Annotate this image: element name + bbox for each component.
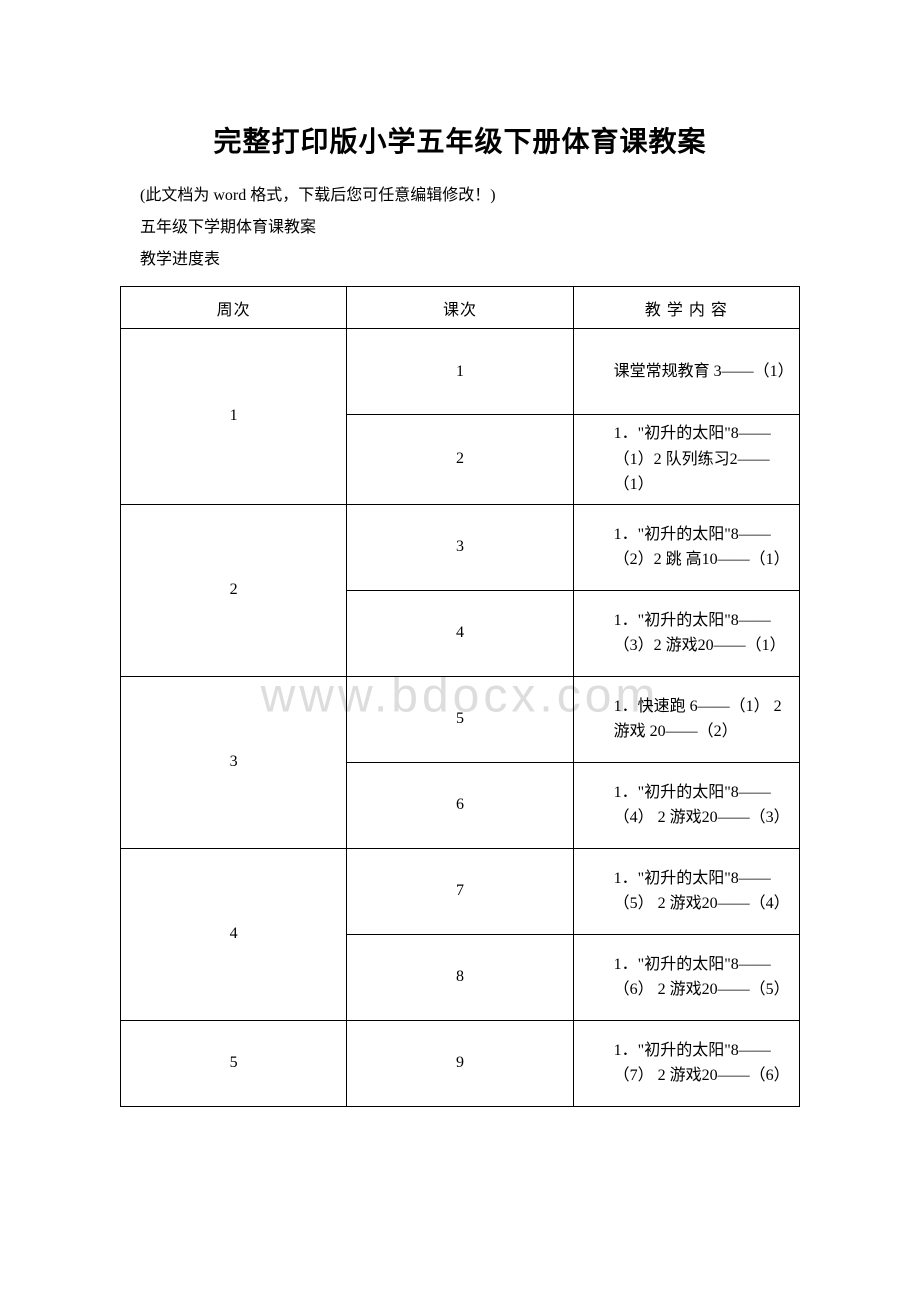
- intro-line-1: (此文档为 word 格式，下载后您可任意编辑修改！): [140, 180, 800, 212]
- week-cell: 3: [121, 676, 347, 848]
- lesson-content-cell: 1．"初升的太阳"8——（5） 2 游戏20——（4）: [573, 848, 799, 934]
- intro-line-3: 教学进度表: [140, 244, 800, 276]
- lesson-content-cell: 1．"初升的太阳"8——（6） 2 游戏20——（5）: [573, 934, 799, 1020]
- week-cell: 1: [121, 329, 347, 505]
- lesson-content-cell: 1．快速跑 6——（1） 2 游戏 20——（2）: [573, 676, 799, 762]
- lesson-number-cell: 4: [347, 590, 573, 676]
- table-row: 471．"初升的太阳"8——（5） 2 游戏20——（4）: [121, 848, 800, 934]
- lesson-number-cell: 8: [347, 934, 573, 1020]
- header-lesson: 课次: [347, 287, 573, 329]
- lesson-number-cell: 6: [347, 762, 573, 848]
- lesson-number-cell: 5: [347, 676, 573, 762]
- table-row: 351．快速跑 6——（1） 2 游戏 20——（2）: [121, 676, 800, 762]
- lesson-content-cell: 1．"初升的太阳"8——（7） 2 游戏20——（6）: [573, 1020, 799, 1106]
- table-row: 11课堂常规教育 3——（1）: [121, 329, 800, 415]
- table-header-row: 周次 课次 教 学 内 容: [121, 287, 800, 329]
- lesson-number-cell: 1: [347, 329, 573, 415]
- lesson-content-cell: 1．"初升的太阳"8——（2）2 跳 高10——（1）: [573, 504, 799, 590]
- lesson-content-cell: 1．"初升的太阳"8——（1）2 队列练习2——（1）: [573, 415, 799, 505]
- lesson-content-cell: 课堂常规教育 3——（1）: [573, 329, 799, 415]
- table-row: 591．"初升的太阳"8——（7） 2 游戏20——（6）: [121, 1020, 800, 1106]
- lesson-content-cell: 1．"初升的太阳"8——（3）2 游戏20——（1）: [573, 590, 799, 676]
- schedule-table: 周次 课次 教 学 内 容 11课堂常规教育 3——（1）21．"初升的太阳"8…: [120, 286, 800, 1107]
- lesson-number-cell: 2: [347, 415, 573, 505]
- lesson-number-cell: 3: [347, 504, 573, 590]
- week-cell: 4: [121, 848, 347, 1020]
- table-body: 11课堂常规教育 3——（1）21．"初升的太阳"8——（1）2 队列练习2——…: [121, 329, 800, 1107]
- lesson-number-cell: 7: [347, 848, 573, 934]
- document-title: 完整打印版小学五年级下册体育课教案: [120, 120, 800, 160]
- intro-line-2: 五年级下学期体育课教案: [140, 212, 800, 244]
- header-week: 周次: [121, 287, 347, 329]
- lesson-number-cell: 9: [347, 1020, 573, 1106]
- header-content: 教 学 内 容: [573, 287, 799, 329]
- table-row: 231．"初升的太阳"8——（2）2 跳 高10——（1）: [121, 504, 800, 590]
- schedule-table-wrapper: www.bdocx.com 周次 课次 教 学 内 容 11课堂常规教育 3——…: [120, 286, 800, 1107]
- lesson-content-cell: 1．"初升的太阳"8——（4） 2 游戏20——（3）: [573, 762, 799, 848]
- week-cell: 2: [121, 504, 347, 676]
- week-cell: 5: [121, 1020, 347, 1106]
